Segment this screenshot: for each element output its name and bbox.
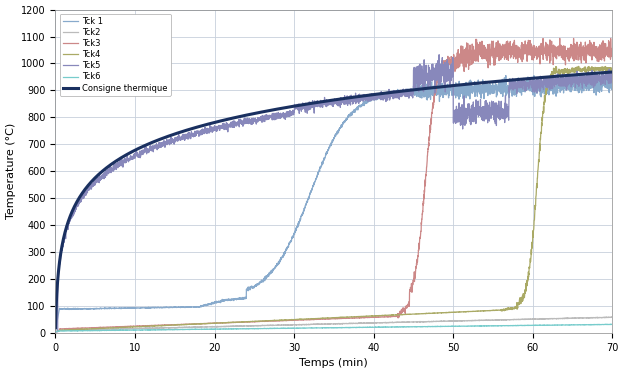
Tck 1 [406, 90, 413, 95]
Line: Tck2: Tck2 [56, 317, 612, 332]
Line: Tck4: Tck4 [56, 66, 612, 332]
Tck2 [52, 329, 59, 334]
Legend: Tck 1, Tck2, Tck3, Tck4, Tck5, Tck6, Consigne thermique: Tck 1, Tck2, Tck3, Tck4, Tck5, Tck6, Con… [60, 14, 171, 96]
Tck3 [556, 36, 563, 40]
X-axis label: Temps (min): Temps (min) [300, 358, 368, 368]
Tck4 [382, 313, 389, 318]
Line: Tck3: Tck3 [56, 38, 612, 332]
Tck3 [608, 46, 616, 50]
Tck5 [436, 52, 443, 57]
Tck2 [406, 319, 413, 324]
Tck3 [565, 57, 573, 62]
Line: Tck6: Tck6 [56, 324, 612, 332]
Consigne thermique [406, 88, 413, 92]
Tck4 [575, 64, 582, 68]
Tck 1 [382, 91, 389, 95]
Tck2 [314, 322, 322, 327]
Line: Consigne thermique: Consigne thermique [56, 72, 612, 328]
Tck4 [168, 323, 175, 327]
Tck 1 [565, 80, 573, 84]
Tck2 [565, 316, 573, 321]
Y-axis label: Temperature (°C): Temperature (°C) [6, 123, 16, 220]
Tck4 [608, 67, 616, 71]
Tck6 [314, 326, 322, 330]
Tck2 [603, 315, 610, 319]
Tck6 [52, 329, 59, 334]
Tck2 [168, 325, 175, 330]
Tck6 [608, 322, 616, 327]
Tck 1 [314, 170, 322, 175]
Tck4 [565, 68, 573, 73]
Tck5 [253, 120, 260, 125]
Consigne thermique [52, 325, 59, 330]
Tck 1 [168, 305, 175, 310]
Consigne thermique [565, 73, 573, 77]
Tck5 [314, 100, 322, 104]
Tck5 [382, 96, 389, 101]
Tck5 [168, 141, 175, 145]
Line: Tck 1: Tck 1 [56, 73, 612, 331]
Tck4 [314, 316, 322, 321]
Tck2 [253, 324, 260, 328]
Tck 1 [253, 283, 260, 288]
Line: Tck5: Tck5 [56, 55, 612, 332]
Consigne thermique [382, 91, 389, 95]
Tck6 [406, 325, 413, 329]
Consigne thermique [253, 111, 260, 115]
Tck 1 [583, 71, 591, 75]
Tck6 [382, 325, 389, 329]
Tck6 [607, 322, 615, 327]
Tck4 [52, 329, 59, 334]
Consigne thermique [314, 100, 322, 104]
Tck5 [565, 82, 573, 86]
Tck3 [382, 315, 389, 319]
Tck3 [406, 299, 413, 304]
Tck5 [406, 90, 413, 95]
Tck4 [253, 319, 260, 324]
Tck3 [52, 329, 59, 334]
Tck6 [253, 327, 260, 331]
Tck3 [253, 319, 260, 324]
Tck 1 [52, 328, 59, 333]
Consigne thermique [608, 70, 616, 74]
Tck2 [382, 320, 389, 325]
Tck5 [52, 329, 59, 334]
Tck3 [168, 323, 175, 327]
Tck6 [565, 322, 573, 327]
Tck4 [406, 312, 413, 316]
Tck 1 [608, 83, 616, 87]
Consigne thermique [168, 133, 175, 137]
Tck3 [314, 317, 322, 322]
Tck2 [608, 315, 616, 319]
Tck6 [168, 327, 175, 332]
Tck5 [608, 76, 616, 81]
